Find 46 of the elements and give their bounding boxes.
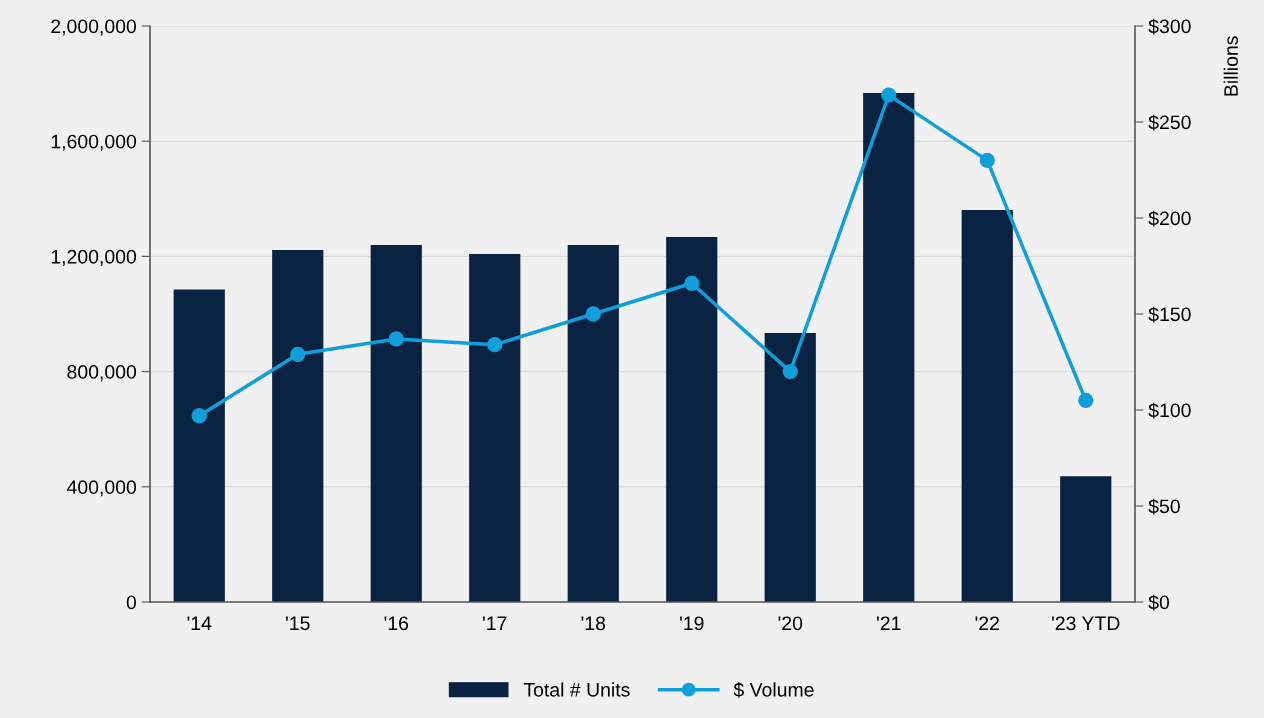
y2-tick-label: $50 (1148, 498, 1180, 515)
bar (961, 210, 1013, 602)
y-tick-label: 1,600,000 (51, 134, 137, 151)
x-tick-label: '23 YTD (1052, 616, 1120, 631)
x-tick-label: '22 (975, 616, 999, 630)
x-tick-label: '19 (680, 616, 704, 631)
legend-label: $ Volume (733, 682, 814, 698)
bar (173, 289, 225, 602)
legend-label: Total # Units (523, 682, 630, 697)
x-tick-label: '21 (877, 616, 901, 630)
y2-tick-label: $200 (1148, 210, 1191, 227)
point (191, 408, 207, 424)
point (782, 363, 798, 380)
bar (567, 244, 619, 602)
bar (272, 250, 324, 602)
x-tick-label: '14 (187, 616, 212, 630)
y2-tick-label: $300 (1148, 18, 1191, 35)
x-tick-label: '17 (483, 616, 507, 630)
point (1078, 392, 1094, 409)
point (290, 346, 306, 362)
x-tick-label: '20 (778, 616, 803, 631)
y2-tick-label: $250 (1148, 114, 1191, 131)
y-tick-label: 400,000 (66, 480, 137, 497)
y-tick-label: 0 (126, 595, 137, 610)
point (585, 306, 601, 322)
y2-axis-title: Billions (1223, 36, 1238, 96)
y-tick-label: 1,200,000 (51, 249, 137, 266)
x-tick-label: '18 (581, 616, 606, 631)
bar (1060, 476, 1112, 602)
bar (469, 254, 521, 602)
point (487, 337, 503, 353)
y2-tick-label: $150 (1148, 306, 1191, 323)
bar (863, 93, 915, 602)
point (979, 152, 995, 169)
x-tick-label: '15 (286, 616, 310, 631)
point (881, 87, 897, 103)
point (388, 331, 404, 347)
y2-tick-label: $100 (1148, 402, 1191, 419)
bar (370, 244, 422, 602)
y-tick-label: 2,000,000 (51, 19, 137, 36)
bar (666, 237, 718, 602)
bar (764, 333, 816, 602)
point (684, 275, 700, 291)
x-tick-label: '16 (384, 616, 409, 631)
y-tick-label: 800,000 (67, 365, 137, 382)
y2-tick-label: $0 (1148, 594, 1170, 611)
